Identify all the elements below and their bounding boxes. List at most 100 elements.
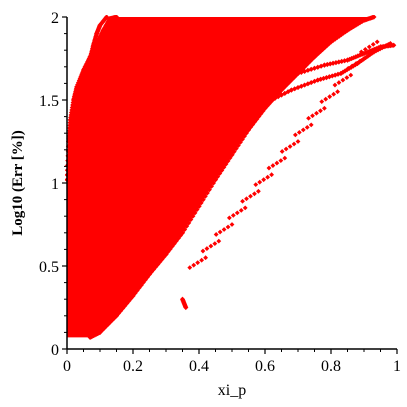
- data-point: [225, 224, 231, 230]
- data-point: [348, 72, 354, 78]
- data-point: [191, 262, 197, 268]
- data-point: [314, 110, 319, 116]
- x-tick-label: 0.4: [189, 358, 209, 375]
- x-tick-label: 0.8: [321, 358, 341, 375]
- data-point: [373, 48, 379, 54]
- data-point: [272, 95, 278, 101]
- data-point: [99, 327, 105, 333]
- data-point: [208, 148, 214, 154]
- data-point: [68, 112, 74, 118]
- data-point: [327, 61, 333, 67]
- data-point: [230, 212, 236, 218]
- data-point: [105, 321, 111, 327]
- data-point: [363, 55, 369, 61]
- data-point: [240, 198, 245, 204]
- data-point: [216, 238, 222, 244]
- data-point: [285, 89, 291, 95]
- data-point: [292, 132, 298, 138]
- data-point: [109, 317, 115, 323]
- data-point: [269, 172, 274, 178]
- data-point: [288, 73, 294, 79]
- data-point: [295, 139, 301, 144]
- data-point: [242, 205, 248, 211]
- data-point: [324, 61, 330, 68]
- data-point: [198, 160, 205, 166]
- data-point: [256, 188, 261, 194]
- data-point: [379, 45, 385, 51]
- data-point: [120, 305, 126, 311]
- data-point: [122, 303, 128, 309]
- data-point: [298, 69, 304, 76]
- data-point: [318, 63, 324, 69]
- data-point: [302, 82, 308, 88]
- data-point: [196, 203, 202, 209]
- data-point: [203, 154, 210, 160]
- data-point: [265, 99, 271, 105]
- data-point: [252, 191, 257, 197]
- data-point: [252, 107, 258, 113]
- data-point: [103, 323, 109, 329]
- data-point: [265, 174, 271, 180]
- data-point: [362, 46, 368, 52]
- data-point: [184, 223, 190, 229]
- data-point: [202, 193, 208, 199]
- data-point: [385, 41, 391, 48]
- data-point: [138, 282, 144, 288]
- data-point: [338, 70, 344, 77]
- data-point: [285, 74, 291, 80]
- data-point: [291, 141, 297, 147]
- data-point: [353, 61, 359, 66]
- data-point: [217, 229, 223, 235]
- data-point: [381, 44, 387, 50]
- data-point: [332, 82, 338, 88]
- data-point: [226, 215, 232, 221]
- data-point: [213, 142, 219, 148]
- data-point: [186, 220, 192, 226]
- data-point: [245, 112, 252, 118]
- data-point: [319, 99, 325, 105]
- data-point: [371, 49, 377, 55]
- data-point: [391, 42, 397, 48]
- data-point: [269, 80, 275, 86]
- data-point: [203, 255, 208, 261]
- data-point: [304, 124, 310, 130]
- data-point: [270, 163, 276, 168]
- data-point: [374, 39, 380, 45]
- y-tick-label: 1: [51, 176, 59, 193]
- data-point: [190, 213, 196, 219]
- data-point: [181, 226, 188, 233]
- data-point: [321, 62, 327, 68]
- data-point: [183, 304, 189, 311]
- data-point: [336, 80, 342, 85]
- x-tick-label: 0: [63, 358, 71, 375]
- data-point: [124, 300, 130, 306]
- data-point: [188, 216, 194, 223]
- data-point: [257, 179, 263, 185]
- data-point: [253, 182, 259, 188]
- data-point: [323, 96, 329, 102]
- data-point: [234, 210, 240, 216]
- y-tick-label: 2: [51, 10, 59, 27]
- data-point: [278, 158, 284, 163]
- data-point: [344, 75, 350, 80]
- data-point: [194, 206, 200, 213]
- data-point: [305, 81, 311, 87]
- data-point: [282, 90, 288, 96]
- data-point: [342, 58, 348, 64]
- data-point: [302, 68, 308, 74]
- data-point: [308, 122, 314, 128]
- data-point: [104, 15, 110, 20]
- data-point: [296, 129, 302, 135]
- data-point: [369, 50, 375, 56]
- data-point: [288, 87, 294, 93]
- data-point: [306, 115, 311, 121]
- y-tick-label: 1.5: [39, 93, 59, 110]
- data-point: [261, 177, 267, 183]
- data-point: [113, 313, 120, 319]
- data-point: [187, 265, 193, 271]
- data-point: [210, 180, 217, 186]
- data-point: [222, 110, 228, 116]
- data-point: [361, 56, 367, 61]
- y-tick-label: 0: [51, 342, 59, 359]
